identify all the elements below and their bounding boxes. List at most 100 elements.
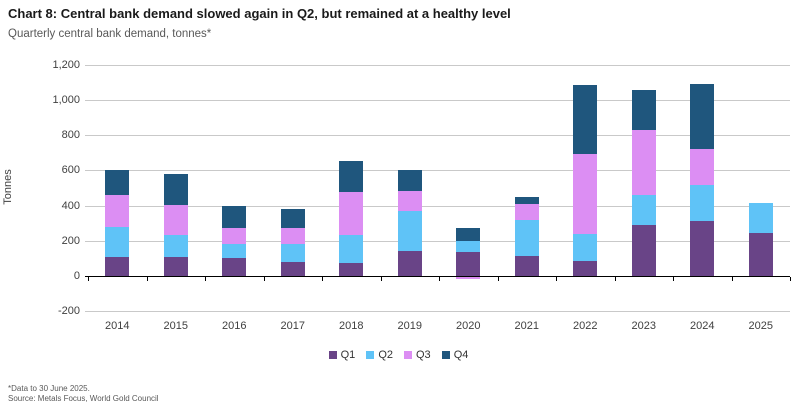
gridline-800	[85, 135, 790, 137]
gridline-400	[85, 205, 790, 207]
x-axis-tick	[322, 276, 323, 281]
x-axis-label-2015: 2015	[163, 320, 188, 332]
bar-2020-q2	[456, 240, 481, 253]
gridline-1,000	[85, 100, 790, 102]
x-axis-label-2022: 2022	[573, 320, 598, 332]
legend-item-q2: Q2	[366, 349, 393, 361]
bar-2019-q1	[397, 251, 422, 276]
legend-swatch-q1	[328, 351, 337, 359]
bar-2017-q1	[280, 261, 305, 276]
x-axis-tick	[614, 276, 616, 281]
bar-2014-q3	[105, 195, 130, 227]
x-axis-tick	[790, 276, 791, 281]
bar-2022-q4	[573, 85, 598, 154]
bar-2025-q1	[748, 232, 773, 276]
x-axis-label-2025: 2025	[748, 320, 773, 332]
legend-item-q1: Q1	[328, 349, 356, 361]
bar-2019-q4	[397, 169, 422, 191]
legend-label-q3: Q3	[416, 349, 431, 361]
bar-2023-q1	[631, 224, 656, 276]
x-axis-tick	[263, 276, 265, 281]
legend-label-q1: Q1	[340, 349, 356, 361]
x-axis-label-2023: 2023	[631, 320, 656, 332]
x-axis-label-2019: 2019	[397, 320, 422, 332]
x-axis-label-2024: 2024	[690, 320, 715, 332]
bar-2016-q4	[222, 206, 247, 228]
bar-2024-q3	[690, 149, 715, 186]
chart-title: Chart 8: Central bank demand slowed agai…	[8, 6, 511, 21]
bar-2021-q3	[514, 203, 539, 220]
x-axis-tick	[497, 276, 499, 281]
x-axis-label-2020: 2020	[456, 320, 481, 332]
bar-2016-q2	[222, 244, 247, 259]
legend-swatch-q4	[441, 351, 450, 359]
gridline-200	[85, 240, 790, 242]
bar-2018-q3	[339, 192, 364, 236]
bar-2024-q1	[690, 221, 715, 276]
x-axis-tick	[556, 276, 557, 281]
y-tick-label: 600	[61, 164, 80, 177]
y-tick-label: 200	[61, 234, 80, 247]
bar-2022-q2	[573, 233, 598, 261]
x-axis-tick	[673, 276, 674, 281]
x-axis-tick	[439, 276, 440, 281]
x-axis-tick	[205, 276, 206, 281]
bar-2017-q2	[280, 244, 305, 262]
bar-2014-q1	[105, 256, 130, 276]
bar-2014-q4	[105, 170, 130, 196]
legend-item-q3: Q3	[404, 349, 431, 361]
y-tick-label: 0	[73, 269, 80, 282]
gridline-1,200	[85, 65, 790, 66]
x-axis-line	[85, 275, 790, 277]
footnote-data-note: *Data to 30 June 2025.	[8, 384, 90, 393]
legend: Q1 Q2 Q3 Q4	[0, 349, 797, 361]
bar-2021-q2	[514, 219, 539, 256]
bar-2023-q4	[631, 90, 656, 130]
bar-2018-q2	[339, 235, 364, 263]
chart-subtitle: Quarterly central bank demand, tonnes*	[8, 28, 212, 40]
x-axis-label-2014: 2014	[105, 320, 130, 332]
y-tick-label: 1,200	[52, 59, 80, 71]
bar-2015-q2	[163, 234, 188, 258]
gridline--200	[85, 311, 790, 312]
bar-2021-q1	[514, 255, 539, 276]
bar-2025-q2	[748, 202, 773, 233]
bar-2017-q3	[280, 227, 305, 245]
bar-2015-q3	[163, 204, 188, 235]
bar-2015-q1	[163, 257, 188, 276]
bar-2021-q4	[514, 196, 539, 204]
bar-2024-q4	[690, 84, 715, 150]
x-axis-tick	[731, 276, 733, 281]
y-tick-label: -200	[57, 305, 80, 317]
bar-2023-q3	[631, 130, 656, 195]
bar-2015-q4	[163, 173, 188, 205]
bar-2014-q2	[105, 226, 130, 257]
bar-2019-q2	[397, 210, 422, 252]
bar-2020-q1	[456, 252, 481, 276]
legend-item-q4: Q4	[441, 349, 469, 361]
bar-2016-q1	[222, 258, 247, 276]
x-axis-tick	[146, 276, 148, 281]
bar-2018-q1	[339, 262, 364, 276]
bar-2017-q4	[280, 209, 305, 228]
bar-2022-q3	[573, 153, 598, 234]
y-tick-label: 400	[61, 199, 80, 212]
bar-2024-q2	[690, 185, 715, 222]
x-axis-tick	[380, 276, 382, 281]
x-axis-label-2017: 2017	[280, 320, 305, 332]
bar-2018-q4	[339, 160, 364, 193]
legend-swatch-q2	[366, 351, 375, 359]
x-axis-label-2016: 2016	[222, 320, 247, 332]
legend-label-q2: Q2	[378, 349, 393, 361]
bar-2022-q1	[573, 260, 598, 276]
bar-2016-q3	[222, 227, 247, 245]
y-tick-label: 1,000	[52, 94, 80, 107]
legend-swatch-q3	[404, 351, 412, 359]
footnote-source: Source: Metals Focus, World Gold Council	[8, 394, 159, 403]
bar-2019-q3	[397, 190, 422, 211]
x-axis-tick	[88, 276, 89, 281]
y-tick-label: 800	[61, 129, 80, 142]
legend-label-q4: Q4	[453, 349, 469, 361]
